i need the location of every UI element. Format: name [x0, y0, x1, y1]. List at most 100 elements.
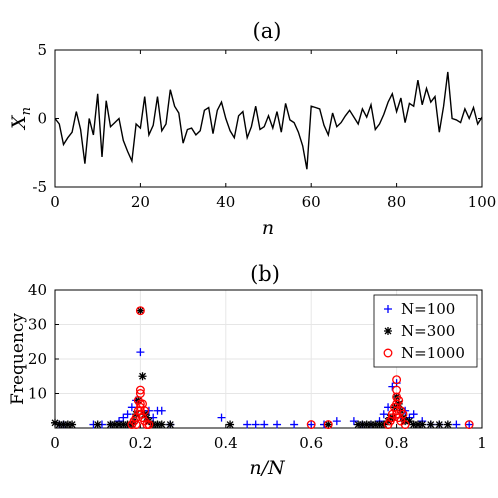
point-n300: [443, 420, 452, 429]
point-n300: [59, 420, 68, 429]
point-n100: [123, 410, 132, 419]
point-n100: [465, 420, 474, 429]
point-n100: [217, 413, 226, 422]
point-n300: [166, 420, 175, 429]
point-n100: [157, 406, 166, 415]
panel-a-x-tick-label: 100: [468, 193, 497, 211]
point-n1000: [392, 375, 402, 385]
panel-b-x-label: n/N: [249, 457, 286, 479]
panel-b-x-tick-label: 0.2: [128, 434, 152, 452]
legend-symbol-circle: [383, 348, 393, 358]
panel-b-x-ticks: 0 0.2 0.4 0.6 0.8 1: [50, 424, 487, 452]
panel-a-x-label: n: [262, 217, 274, 239]
point-n300: [93, 420, 102, 429]
point-n300: [63, 420, 72, 429]
point-n100: [251, 420, 260, 429]
legend-marker-n300: [384, 327, 392, 335]
point-n300: [115, 420, 124, 429]
point-n100: [136, 348, 145, 357]
panel-b-x-tick-label: 0.6: [299, 434, 323, 452]
point-n100: [332, 417, 341, 426]
panel-a-y-label-sub: n: [19, 107, 34, 115]
panel-b-y-tick-label: 30: [28, 316, 47, 334]
legend-label-n300: N=300: [401, 322, 455, 340]
legend-symbol-plus: [384, 305, 392, 313]
point-n300: [405, 417, 414, 426]
point-n300: [138, 372, 147, 381]
point-n300: [426, 420, 435, 429]
point-n1000: [394, 395, 404, 405]
point-n100: [260, 420, 269, 429]
panel-b-y-tick-label: 40: [28, 281, 47, 299]
point-n100: [119, 413, 128, 422]
legend-label-n1000: N=1000: [401, 344, 465, 362]
point-n1000: [131, 420, 141, 429]
point-n100: [243, 420, 252, 429]
panel-a: (a) 0 20 40 60 80 100 50-5 n Xn: [8, 19, 496, 239]
panel-a-y-label: Xn: [8, 107, 34, 131]
panel-b-y-tick-label: 20: [28, 350, 47, 368]
panel-b-markers: [51, 306, 474, 429]
panel-b-x-tick-label: 0.4: [214, 434, 238, 452]
panel-b-x-tick-label: 0: [50, 434, 60, 452]
point-n1000: [398, 409, 408, 419]
legend-marker-n100: [384, 305, 392, 313]
point-n100: [349, 417, 358, 426]
panel-a-y-tick-label: 0: [37, 110, 47, 128]
point-n1000: [135, 385, 145, 395]
panel-a-y-tick-label: -5: [32, 178, 47, 196]
panel-a-series-line: [54, 71, 483, 170]
point-n300: [413, 420, 422, 429]
panel-a-y-label-main: X: [8, 114, 30, 131]
panel-b-y-ticks: 40 30 20 10: [28, 281, 59, 403]
panel-b-y-label: Frequency: [8, 313, 28, 405]
point-n100: [452, 420, 461, 429]
point-n100: [127, 403, 136, 412]
point-n300: [324, 420, 333, 429]
point-n1000: [135, 389, 145, 398]
point-n300: [157, 420, 166, 429]
point-n100: [273, 420, 282, 429]
legend-marker-n1000: [383, 348, 393, 358]
point-n300: [418, 420, 427, 429]
point-n1000: [400, 420, 410, 429]
point-n300: [226, 420, 235, 429]
point-n300: [366, 420, 375, 429]
point-n1000: [323, 420, 333, 429]
point-n300: [375, 420, 384, 429]
point-n300: [55, 420, 64, 429]
panel-b-y-tick-label: 10: [28, 385, 47, 403]
point-n1000: [392, 385, 402, 395]
point-n100: [290, 420, 299, 429]
point-n1000: [140, 406, 150, 416]
panel-a-x-tick-label: 60: [302, 193, 321, 211]
point-n300: [119, 420, 128, 429]
legend-label-n100: N=100: [401, 300, 455, 318]
point-n300: [110, 420, 119, 429]
point-n300: [358, 420, 367, 429]
point-n100: [379, 410, 388, 419]
point-n1000: [464, 420, 474, 429]
point-n300: [354, 420, 363, 429]
point-n100: [409, 410, 418, 419]
panel-a-x-ticks: 0 20 40 60 80 100: [50, 50, 496, 211]
point-n300: [153, 420, 162, 429]
point-n300: [68, 420, 77, 429]
point-n300: [362, 420, 371, 429]
panel-a-x-tick-label: 20: [131, 193, 150, 211]
legend-symbol-star: [384, 327, 392, 335]
point-n1000: [306, 420, 316, 429]
panel-b-title: (b): [250, 262, 280, 286]
point-n1000: [144, 420, 154, 429]
point-n300: [409, 420, 418, 429]
panel-a-y-tick-label: 5: [37, 41, 47, 59]
point-n1000: [135, 306, 145, 316]
panel-b-legend: N=100 N=300 N=1000: [373, 294, 478, 368]
point-n300: [136, 306, 145, 315]
panel-b-x-tick-label: 0.8: [385, 434, 409, 452]
panel-a-title: (a): [253, 19, 282, 43]
point-n100: [307, 420, 316, 429]
point-n300: [435, 420, 444, 429]
panel-a-x-tick-label: 80: [387, 193, 406, 211]
